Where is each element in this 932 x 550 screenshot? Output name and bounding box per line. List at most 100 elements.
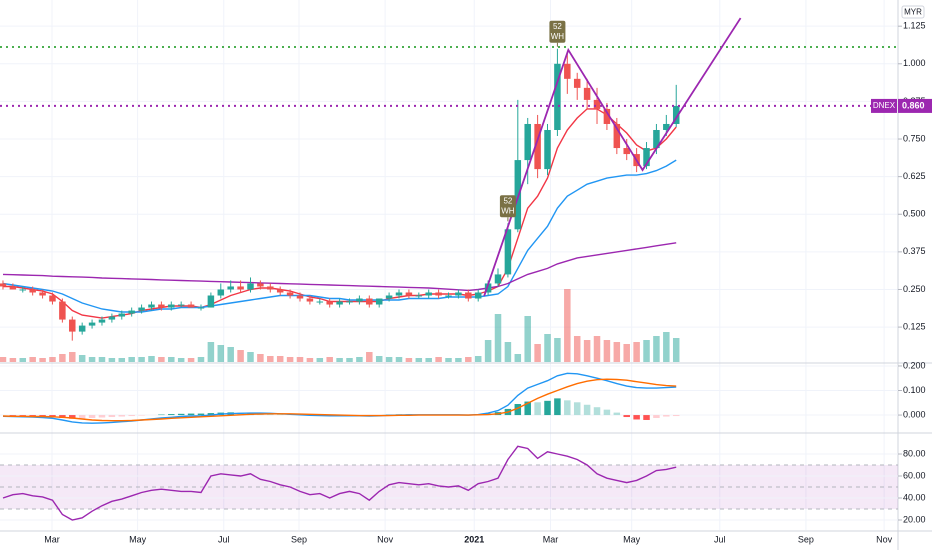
volume-bar bbox=[227, 347, 234, 362]
candle-body bbox=[623, 148, 630, 155]
volume-bar bbox=[653, 336, 660, 362]
candle-body bbox=[326, 301, 333, 305]
volume-bar bbox=[296, 357, 304, 362]
volume-bar bbox=[623, 344, 630, 362]
candle-body bbox=[603, 108, 611, 124]
candle-body bbox=[306, 298, 314, 302]
candle-body bbox=[177, 304, 185, 306]
candle-body bbox=[445, 295, 452, 297]
candle-body bbox=[534, 123, 541, 170]
candle-body bbox=[356, 298, 363, 302]
macd-histogram bbox=[613, 412, 621, 416]
flag bbox=[549, 20, 566, 43]
candle-body bbox=[197, 307, 205, 309]
macd-line bbox=[2, 378, 677, 422]
x-tick-label: 2021 bbox=[464, 534, 484, 544]
volume-bar bbox=[98, 357, 106, 362]
volume-bar bbox=[672, 338, 680, 362]
volume-bar bbox=[39, 358, 46, 362]
volume-bar bbox=[247, 352, 254, 362]
x-tick-label: Nov bbox=[377, 534, 394, 544]
volume-bar bbox=[0, 357, 7, 362]
volume-bar bbox=[336, 358, 343, 362]
candle-body bbox=[474, 292, 482, 299]
candle-body bbox=[564, 63, 571, 79]
volume-bar bbox=[356, 357, 363, 362]
macd-histogram bbox=[59, 415, 66, 419]
candle-body bbox=[346, 301, 353, 303]
flag-text: 52 bbox=[503, 196, 512, 205]
candle-body bbox=[484, 283, 492, 293]
currency: MYR bbox=[904, 8, 922, 17]
candle-body bbox=[237, 286, 244, 290]
volume-bar bbox=[217, 345, 225, 362]
macd-histogram bbox=[177, 413, 185, 416]
volume-bar bbox=[425, 358, 432, 362]
candle-body bbox=[276, 289, 284, 293]
candle-body bbox=[0, 283, 7, 287]
candle-body bbox=[593, 99, 601, 109]
volume-bar bbox=[276, 356, 284, 362]
candle-body bbox=[524, 123, 531, 161]
symbol-label: DNEX bbox=[873, 101, 896, 110]
volume-bar bbox=[366, 352, 373, 362]
candle-body bbox=[207, 295, 215, 308]
candle-body bbox=[158, 304, 165, 308]
candle-body bbox=[544, 129, 551, 170]
candle-body bbox=[138, 307, 145, 311]
candle-body bbox=[39, 292, 46, 296]
macd-histogram bbox=[663, 415, 670, 417]
macd-histogram bbox=[603, 409, 611, 416]
volume-bar bbox=[534, 344, 541, 362]
candle-body bbox=[435, 292, 442, 296]
volume-bar bbox=[663, 332, 670, 362]
candle-body bbox=[257, 283, 264, 287]
x-tick-label: Sep bbox=[798, 534, 814, 544]
volume-bar bbox=[474, 356, 482, 362]
volume-bar bbox=[78, 355, 86, 362]
candle-body bbox=[385, 295, 393, 299]
volume-bar bbox=[554, 338, 561, 362]
y-tick-label: 0.375 bbox=[903, 246, 926, 256]
macd-histogram bbox=[69, 415, 76, 419]
flag-text: 52 bbox=[553, 22, 562, 31]
volume-bar bbox=[435, 357, 442, 362]
candle-body bbox=[108, 316, 116, 320]
y-tick-label: 60.00 bbox=[903, 470, 926, 480]
flag bbox=[499, 195, 516, 218]
macd-histogram bbox=[554, 398, 561, 416]
volume-bar bbox=[465, 357, 472, 362]
x-tick-label: Mar bbox=[543, 534, 559, 544]
candle-body bbox=[69, 319, 76, 332]
macd-histogram bbox=[98, 415, 106, 418]
candle-body bbox=[78, 325, 86, 332]
macd-histogram bbox=[623, 415, 630, 418]
candle-body bbox=[455, 292, 462, 296]
candle-body bbox=[118, 313, 126, 317]
candle-body bbox=[643, 148, 650, 167]
macd-histogram bbox=[672, 415, 680, 417]
candle-body bbox=[672, 105, 680, 124]
candle-body bbox=[227, 286, 234, 290]
rsi-line bbox=[2, 445, 677, 521]
moving-average bbox=[2, 242, 677, 292]
candle-body bbox=[653, 129, 660, 149]
macd-histogram bbox=[276, 414, 284, 416]
candle-body bbox=[19, 289, 27, 291]
volume-bar bbox=[177, 358, 185, 362]
candle-body bbox=[267, 286, 274, 290]
volume-bar bbox=[455, 358, 462, 362]
y-tick-label: 0.250 bbox=[903, 284, 926, 294]
candle-body bbox=[336, 301, 343, 305]
candle-body bbox=[465, 292, 472, 299]
y-tick-label: 0.000 bbox=[903, 409, 926, 419]
y-tick-label: 0.200 bbox=[903, 360, 926, 370]
flag-text: WH bbox=[551, 32, 565, 41]
candle-body bbox=[316, 301, 324, 303]
macd-histogram bbox=[78, 415, 86, 419]
macd-histogram bbox=[514, 404, 522, 416]
volume-bar bbox=[69, 352, 76, 362]
y-tick-label: 0.750 bbox=[903, 133, 926, 143]
macd-histogram bbox=[653, 415, 660, 419]
